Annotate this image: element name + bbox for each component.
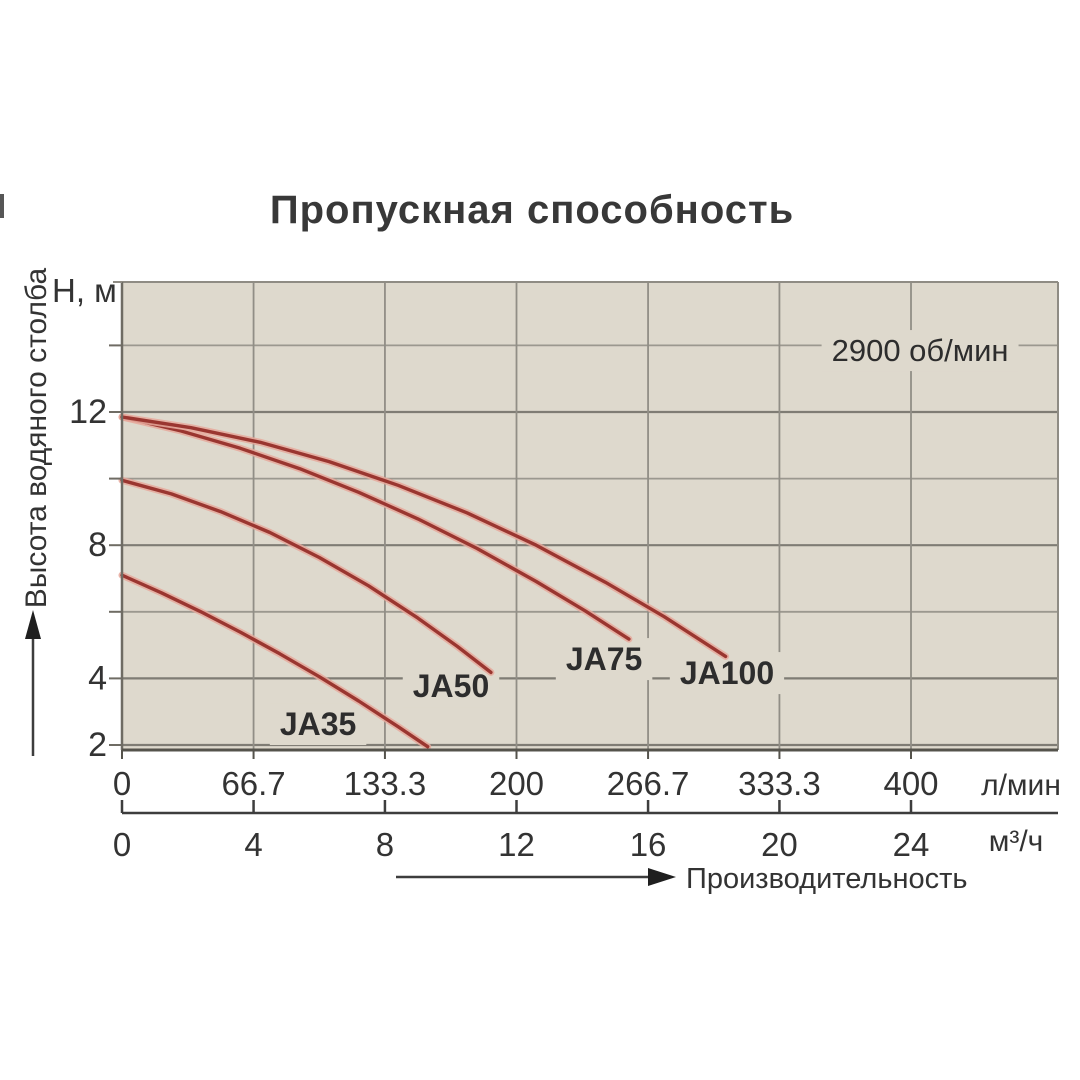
- chart-title: Пропускная способность: [270, 188, 794, 232]
- pump-curve-JA35: [120, 573, 430, 749]
- x-tick-label-m3h: 24: [893, 826, 930, 863]
- curve-label-JA50-mask: [402, 665, 500, 708]
- image-edge-artifact: [0, 194, 4, 218]
- x-tick-label-m3h: 8: [376, 826, 394, 863]
- axis-labels-group: 12 8 4 20 66.7 133.3 200 266.7 333.3 400: [69, 393, 938, 802]
- rpm-annotation-mask: [821, 330, 1019, 372]
- x-tick-label-m3h: 12: [498, 826, 535, 863]
- curve-labels-group: JA35 JA50 JA75 JA100 2900 об/мин: [280, 333, 1009, 742]
- axis-ticks-group: [109, 281, 912, 759]
- x-tick-label-lmin: 333.3: [738, 765, 821, 802]
- x-tick-label-m3h: 4: [244, 826, 262, 863]
- secondary-axis-group: 0 4 8 12 16 20 24: [113, 800, 1058, 863]
- curve-label-JA75-mask: [555, 638, 653, 681]
- pump-curve-JA75: [120, 415, 631, 641]
- y-axis-title: Высота водяного столба: [20, 267, 53, 608]
- x-tick-label-lmin: 200: [489, 765, 544, 802]
- plot-border-group: [120, 281, 1059, 752]
- x-tick-label-lmin: 266.7: [607, 765, 690, 802]
- curve-label-JA100: JA100: [680, 655, 774, 691]
- pump-curve-JA100: [120, 415, 728, 659]
- x-tick-label-lmin: 0: [113, 765, 131, 802]
- y-axis-arrow-icon: [25, 610, 41, 756]
- y-tick-label: 12: [69, 393, 107, 431]
- pump-curves-group: [118, 413, 730, 751]
- x-tick-label-m3h: 20: [761, 826, 798, 863]
- y-tick-label: 4: [88, 659, 107, 697]
- x-tick-label-lmin: 66.7: [221, 765, 285, 802]
- curve-label-JA50: JA50: [413, 668, 490, 704]
- x-tick-label-m3h: 0: [113, 826, 131, 863]
- x-tick-label-m3h: 16: [630, 826, 667, 863]
- x-tick-label-lmin: 133.3: [344, 765, 427, 802]
- y-axis-unit-label: H, м: [52, 272, 117, 309]
- x-axis-arrow-icon: [396, 868, 676, 886]
- x-tick-label-lmin: 400: [883, 765, 938, 802]
- curve-label-JA35: JA35: [280, 706, 357, 742]
- pump-curve-JA50: [120, 478, 493, 675]
- curve-label-JA35-mask: [269, 703, 367, 746]
- y-tick-label: 8: [88, 526, 107, 564]
- x-axis-primary-unit: л/мин: [981, 769, 1061, 802]
- x-axis-secondary-unit: м³/ч: [989, 825, 1044, 858]
- y-tick-label: 2: [88, 726, 107, 764]
- rpm-annotation: 2900 об/мин: [832, 333, 1009, 368]
- x-axis-arrow-label: Производительность: [686, 863, 967, 895]
- curve-label-JA75: JA75: [566, 641, 643, 677]
